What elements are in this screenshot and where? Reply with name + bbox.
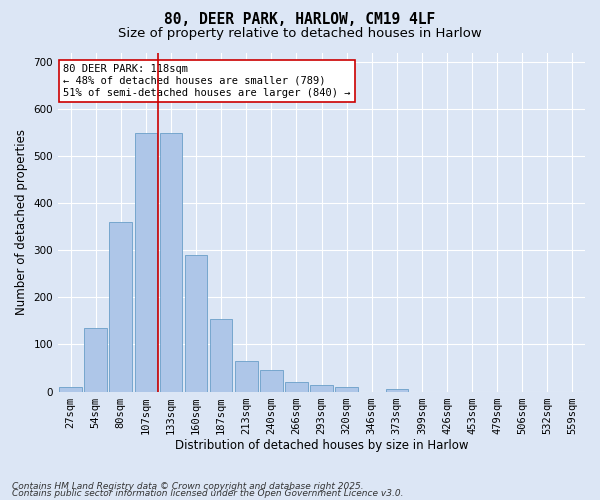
- Text: 80 DEER PARK: 118sqm
← 48% of detached houses are smaller (789)
51% of semi-deta: 80 DEER PARK: 118sqm ← 48% of detached h…: [64, 64, 351, 98]
- Text: Contains public sector information licensed under the Open Government Licence v3: Contains public sector information licen…: [12, 490, 404, 498]
- Bar: [109, 222, 132, 392]
- Bar: [335, 387, 358, 392]
- Bar: [59, 387, 82, 392]
- Bar: [210, 318, 232, 392]
- Text: 80, DEER PARK, HARLOW, CM19 4LF: 80, DEER PARK, HARLOW, CM19 4LF: [164, 12, 436, 28]
- Bar: [134, 132, 157, 392]
- Bar: [235, 361, 257, 392]
- Text: Size of property relative to detached houses in Harlow: Size of property relative to detached ho…: [118, 28, 482, 40]
- X-axis label: Distribution of detached houses by size in Harlow: Distribution of detached houses by size …: [175, 440, 468, 452]
- Bar: [185, 255, 208, 392]
- Bar: [310, 384, 333, 392]
- Bar: [285, 382, 308, 392]
- Text: Contains HM Land Registry data © Crown copyright and database right 2025.: Contains HM Land Registry data © Crown c…: [12, 482, 364, 491]
- Bar: [386, 389, 408, 392]
- Bar: [160, 132, 182, 392]
- Bar: [85, 328, 107, 392]
- Y-axis label: Number of detached properties: Number of detached properties: [15, 129, 28, 315]
- Bar: [260, 370, 283, 392]
